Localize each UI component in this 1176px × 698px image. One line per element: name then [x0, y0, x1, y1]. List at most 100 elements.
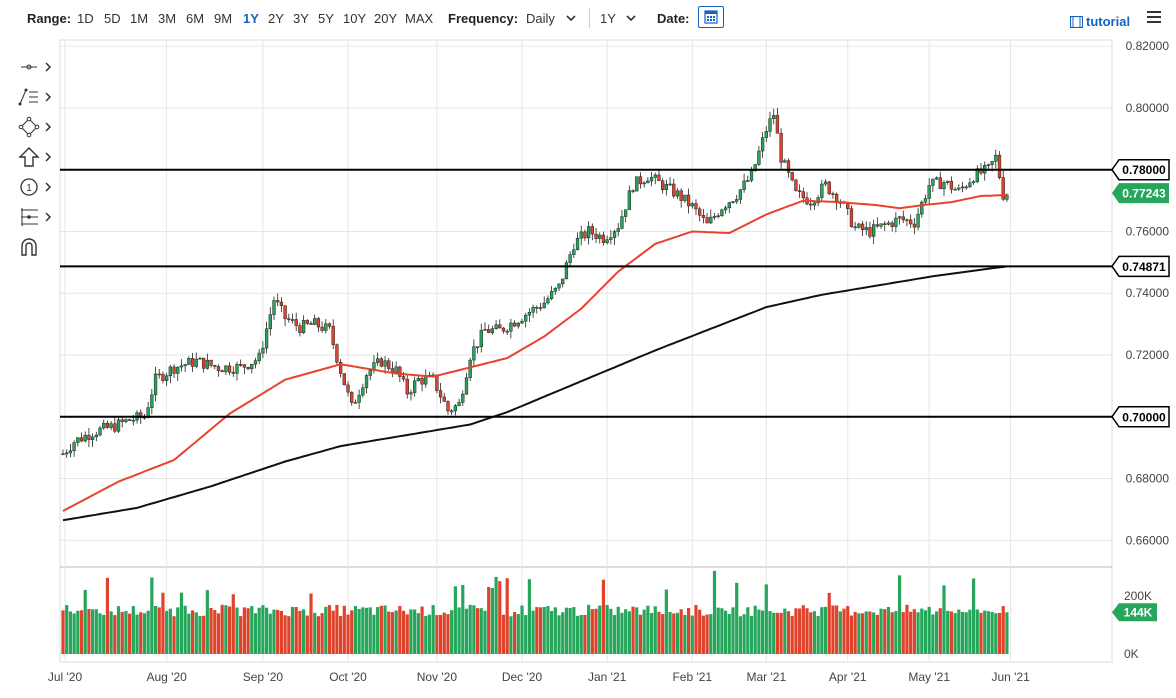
last-price-label: 0.77243: [1122, 187, 1166, 201]
volume-bar: [624, 609, 628, 654]
candle-body: [538, 307, 543, 309]
range-1m[interactable]: 1M: [130, 11, 149, 26]
volume-bar: [683, 615, 687, 654]
volume-bar: [720, 608, 724, 654]
volume-bar: [679, 609, 683, 654]
range-1y[interactable]: 1Y: [243, 11, 259, 26]
annotation-tool[interactable]: 1: [16, 175, 56, 199]
candle-body: [131, 419, 135, 422]
volume-bar: [524, 615, 528, 654]
range-20y[interactable]: 20Y: [374, 11, 398, 26]
volume-bar: [579, 614, 583, 654]
candle-body: [309, 323, 313, 325]
volume-bar: [420, 606, 424, 654]
candle-body: [320, 326, 324, 331]
volume-bar: [202, 615, 206, 654]
x-tick-label: Apr '21: [829, 670, 867, 684]
volume-bar: [335, 604, 339, 654]
candle-body: [575, 238, 580, 251]
volume-bar: [794, 608, 798, 654]
volume-bar: [65, 605, 69, 654]
y-tick-label: 0.74000: [1126, 286, 1170, 300]
volume-bar: [897, 575, 902, 654]
candle-body: [986, 164, 991, 166]
volume-bar: [1001, 606, 1005, 654]
crosshair-tool[interactable]: [16, 55, 56, 79]
volume-bar: [883, 609, 887, 654]
volume-bar: [353, 606, 358, 654]
svg-text:1: 1: [26, 183, 32, 194]
volume-bar: [361, 607, 365, 654]
volume-bar: [894, 611, 898, 654]
candle-body: [394, 366, 398, 373]
volume-bar: [635, 607, 639, 654]
volume-bar: [131, 606, 135, 654]
tutorial-link[interactable]: tutorial: [1070, 14, 1130, 29]
x-tick-label: Aug '20: [146, 670, 187, 684]
volume-bar: [649, 613, 654, 654]
volume-bar: [942, 585, 946, 654]
range-2y[interactable]: 2Y: [268, 11, 284, 26]
candle-body: [190, 358, 195, 367]
candle-body: [590, 226, 594, 235]
volume-bar: [183, 605, 187, 654]
volume-bar: [953, 613, 957, 654]
chevron-down-icon[interactable]: [626, 13, 636, 23]
volume-bar: [394, 610, 398, 654]
candle-body: [542, 302, 546, 309]
period-select[interactable]: 1Y: [600, 11, 616, 26]
candle-body: [834, 193, 839, 204]
candle-body: [646, 180, 650, 184]
range-9m[interactable]: 9M: [214, 11, 233, 26]
chevron-down-icon[interactable]: [566, 13, 576, 23]
fibonacci-tool[interactable]: [16, 205, 56, 229]
candle-body: [609, 237, 613, 240]
date-picker-button[interactable]: [698, 6, 724, 28]
arrow-tool[interactable]: [16, 145, 56, 169]
y-tick-label: 0.70000: [1126, 410, 1170, 424]
shapes-tool[interactable]: [16, 115, 56, 139]
candle-body: [964, 186, 968, 189]
candle-body: [816, 197, 820, 204]
volume-bar: [886, 606, 891, 654]
x-tick-label: Jul '20: [48, 670, 83, 684]
candle-body: [568, 254, 572, 263]
volume-bar: [738, 616, 742, 654]
volume-bar: [638, 614, 643, 654]
candle-body: [953, 188, 957, 191]
candle-body: [557, 283, 561, 289]
candle-body: [698, 208, 702, 216]
volume-bar: [102, 614, 106, 654]
frequency-select[interactable]: Daily: [526, 11, 555, 26]
range-5y[interactable]: 5Y: [318, 11, 334, 26]
hamburger-menu-icon[interactable]: [1146, 9, 1162, 25]
range-3y[interactable]: 3Y: [293, 11, 309, 26]
magnet-tool[interactable]: [16, 235, 56, 259]
volume-bar: [731, 607, 735, 654]
candle-body: [968, 182, 972, 188]
range-3m[interactable]: 3M: [158, 11, 177, 26]
candle-body: [268, 314, 272, 330]
candle-body: [246, 366, 250, 370]
volume-bar: [568, 608, 572, 654]
range-10y[interactable]: 10Y: [343, 11, 367, 26]
candle-body: [524, 314, 528, 322]
y-tick-label: 0.82000: [1126, 39, 1170, 53]
trend-lines-tool[interactable]: [16, 85, 56, 109]
date-label: Date:: [657, 11, 690, 26]
candle-body: [838, 202, 842, 204]
range-5d[interactable]: 5D: [104, 11, 121, 26]
volume-bar: [324, 606, 328, 654]
range-max[interactable]: MAX: [405, 11, 434, 26]
candle-body: [109, 423, 113, 428]
candle-body: [794, 179, 798, 191]
candle-body: [983, 164, 987, 174]
volume-bar: [157, 607, 161, 654]
candle-body: [638, 176, 643, 185]
volume-bar: [983, 610, 987, 654]
volume-bar: [594, 608, 598, 654]
plot-frame: [59, 39, 1113, 663]
range-6m[interactable]: 6M: [186, 11, 205, 26]
volume-bar: [309, 593, 313, 654]
range-1d[interactable]: 1D: [77, 11, 94, 26]
